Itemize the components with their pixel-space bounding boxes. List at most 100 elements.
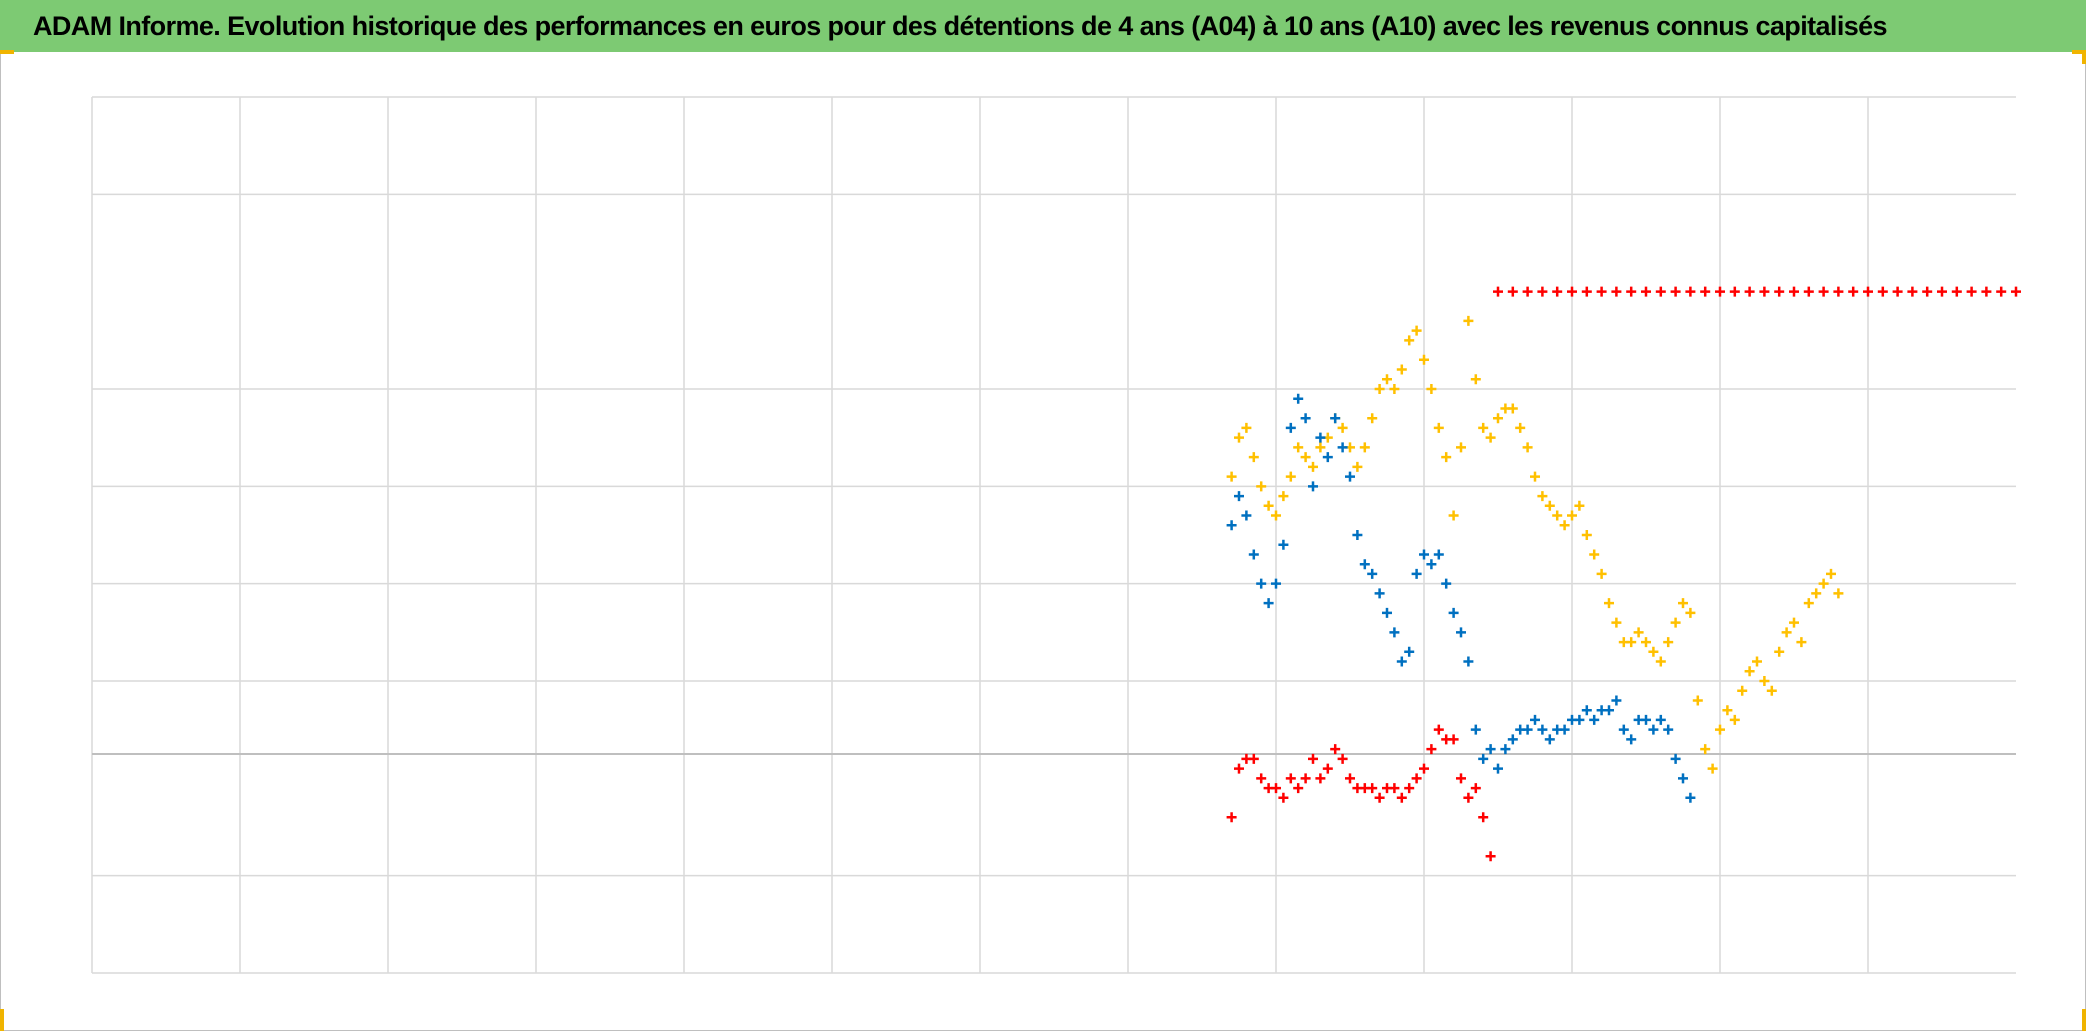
- data-point-series-3: [1411, 773, 1422, 784]
- data-point-series-3: [1744, 286, 1755, 297]
- data-point-series-1: [1433, 422, 1444, 433]
- data-point-series-2: [1574, 714, 1585, 725]
- data-point-series-1: [1470, 374, 1481, 385]
- data-point-series-2: [1530, 714, 1540, 725]
- data-point-series-1: [1285, 471, 1296, 482]
- data-point-series-2: [1618, 724, 1629, 735]
- data-point-series-3: [1774, 286, 1785, 297]
- data-point-series-1: [1544, 500, 1555, 511]
- data-point-series-2: [1507, 734, 1518, 745]
- data-point-series-1: [1589, 549, 1600, 560]
- data-point-series-2: [1367, 568, 1378, 579]
- data-point-series-2: [1604, 705, 1614, 716]
- data-point-series-3: [1493, 286, 1503, 297]
- data-point-series-2: [1463, 656, 1474, 667]
- data-point-series-3: [1848, 286, 1859, 297]
- data-point-series-1: [1226, 471, 1237, 482]
- data-point-series-3: [1522, 286, 1533, 297]
- data-point-series-3: [1759, 286, 1770, 297]
- data-point-series-3: [1833, 286, 1844, 297]
- resize-handle-top-left[interactable]: [0, 50, 14, 54]
- data-point-series-3: [1478, 812, 1489, 823]
- data-point-series-3: [1626, 286, 1637, 297]
- data-point-series-1: [1448, 510, 1459, 521]
- data-point-series-2: [1226, 520, 1237, 531]
- data-point-series-1: [1670, 617, 1681, 628]
- data-point-series-3: [1922, 286, 1933, 297]
- data-point-series-2: [1537, 724, 1548, 735]
- data-point-series-2: [1419, 549, 1429, 560]
- data-point-series-2: [1315, 432, 1326, 443]
- data-point-series-1: [1256, 481, 1267, 492]
- data-point-series-1: [1826, 568, 1836, 579]
- data-point-series-3: [1700, 286, 1711, 297]
- data-point-series-3: [1937, 286, 1947, 297]
- resize-handle-bottom-right[interactable]: [2082, 1009, 2086, 1031]
- data-point-series-1: [1715, 724, 1725, 735]
- data-point-series-2: [1493, 763, 1503, 774]
- data-point-series-3: [2011, 286, 2021, 297]
- data-point-series-2: [1641, 714, 1651, 725]
- data-point-series-2: [1426, 559, 1437, 570]
- data-point-series-2: [1308, 481, 1318, 492]
- data-point-series-3: [1226, 812, 1237, 823]
- data-point-series-3: [1537, 286, 1548, 297]
- data-point-series-1: [1537, 491, 1548, 502]
- data-point-series-3: [1996, 286, 2007, 297]
- data-point-series-3: [1581, 286, 1592, 297]
- data-point-series-3: [1367, 783, 1378, 794]
- data-point-series-1: [1692, 695, 1703, 706]
- data-point-series-3: [1685, 286, 1696, 297]
- data-point-series-1: [1263, 500, 1274, 511]
- data-point-series-1: [1352, 461, 1363, 472]
- data-point-series-1: [1567, 510, 1577, 521]
- data-point-series-1: [1478, 422, 1489, 433]
- data-point-series-3: [1426, 744, 1437, 755]
- resize-handle-top-right[interactable]: [2072, 50, 2086, 54]
- data-point-series-1: [1552, 510, 1563, 521]
- data-point-series-2: [1382, 607, 1392, 618]
- title-bar: ADAM Informe. Evolution historique des p…: [0, 0, 2086, 52]
- data-point-series-2: [1626, 734, 1637, 745]
- data-point-series-2: [1456, 627, 1466, 638]
- data-point-series-2: [1655, 714, 1666, 725]
- data-point-series-3: [1389, 783, 1400, 794]
- data-point-series-1: [1396, 364, 1407, 375]
- resize-handle-bottom-left[interactable]: [0, 1009, 4, 1031]
- data-point-series-3: [1463, 792, 1474, 803]
- data-point-series-1: [1456, 442, 1466, 453]
- data-point-series-3: [1404, 783, 1415, 794]
- data-point-series-2: [1396, 656, 1407, 667]
- data-point-series-1: [1729, 714, 1740, 725]
- data-point-series-1: [1382, 374, 1392, 385]
- resize-handle-top-right-vertical[interactable]: [2082, 50, 2086, 64]
- data-point-series-2: [1411, 568, 1422, 579]
- data-point-series-1: [1411, 325, 1422, 336]
- data-point-series-1: [1781, 627, 1792, 638]
- data-point-series-1: [1685, 607, 1696, 618]
- data-point-series-3: [1278, 792, 1289, 803]
- data-point-series-3: [1818, 286, 1829, 297]
- data-point-series-3: [1433, 724, 1444, 735]
- data-point-series-2: [1559, 724, 1570, 735]
- data-point-series-1: [1833, 588, 1844, 599]
- data-point-series-2: [1337, 442, 1348, 453]
- data-point-series-2: [1544, 734, 1555, 745]
- data-point-series-1: [1796, 637, 1807, 648]
- data-point-series-1: [1315, 442, 1326, 453]
- data-point-series-3: [1396, 792, 1407, 803]
- data-point-series-3: [1715, 286, 1725, 297]
- data-point-series-2: [1581, 705, 1592, 716]
- data-point-series-3: [1670, 286, 1681, 297]
- data-point-series-1: [1752, 656, 1762, 667]
- data-point-series-1: [1626, 637, 1637, 648]
- data-point-series-1: [1581, 530, 1592, 540]
- data-point-series-3: [1907, 286, 1918, 297]
- data-point-series-1: [1389, 384, 1400, 394]
- data-point-series-1: [1596, 568, 1607, 579]
- data-point-series-2: [1500, 744, 1511, 755]
- data-point-series-3: [1641, 286, 1651, 297]
- data-point-series-1: [1604, 598, 1614, 609]
- data-point-series-1: [1766, 685, 1777, 696]
- data-point-series-3: [1966, 286, 1977, 297]
